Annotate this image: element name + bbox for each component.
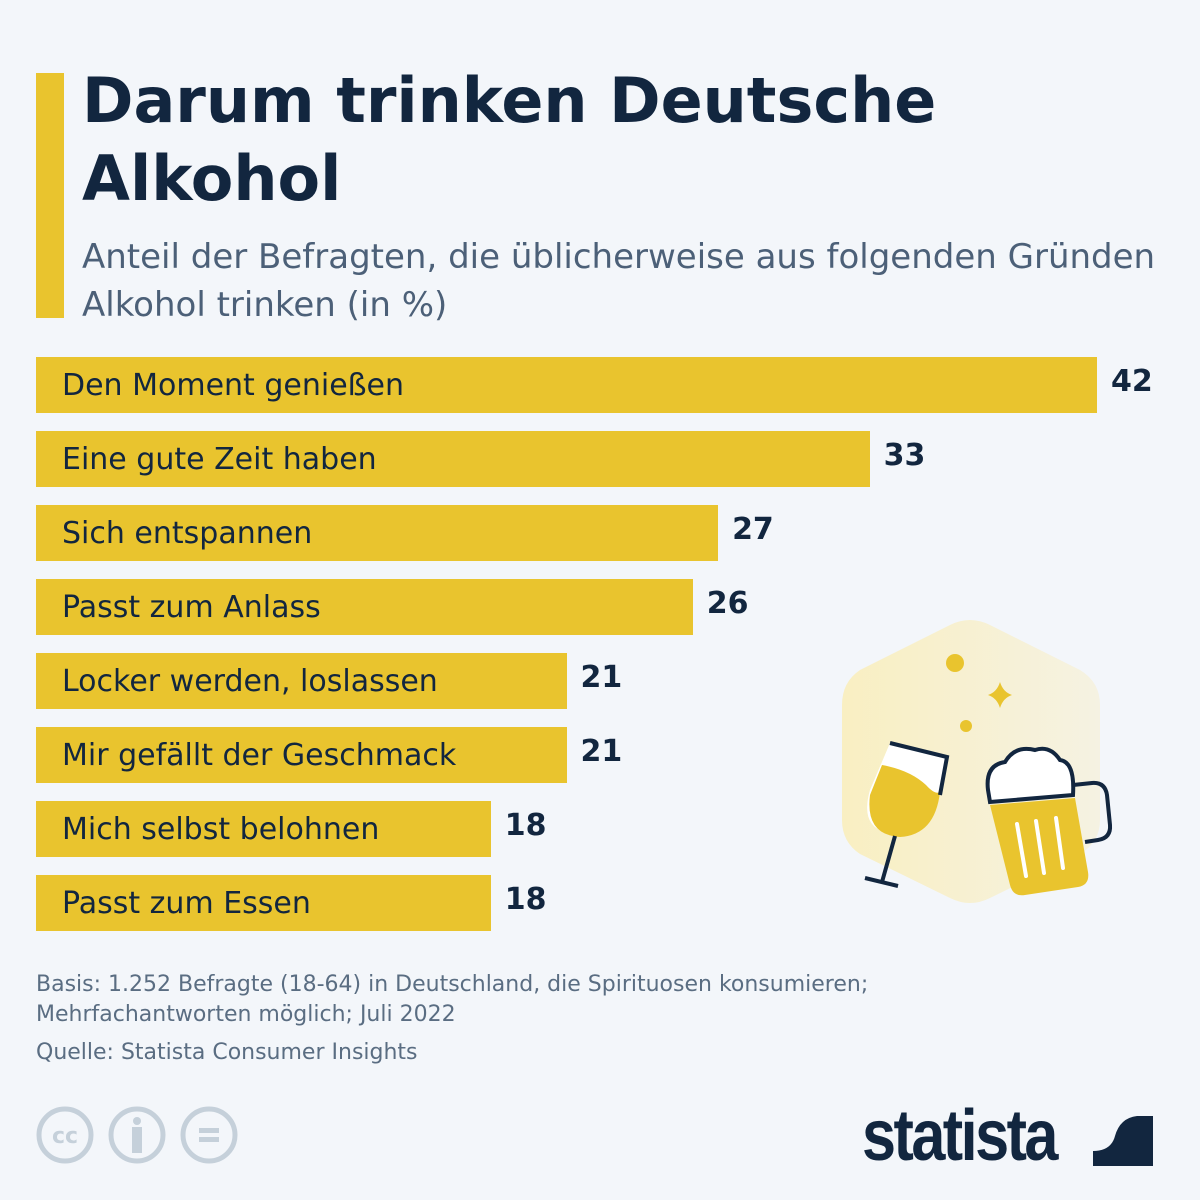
bar: [36, 801, 491, 857]
data-label: 42: [1111, 364, 1153, 399]
data-label: 27: [732, 512, 774, 547]
title-accent-bar: [36, 73, 64, 318]
bar-label: Mich selbst belohnen: [62, 812, 380, 847]
cc-icon[interactable]: cc: [36, 1106, 94, 1164]
bar: [36, 875, 491, 931]
svg-text:cc: cc: [52, 1124, 78, 1149]
beer-mug-icon: [985, 746, 1113, 896]
wine-glass-icon: [864, 741, 950, 888]
bar-label: Locker werden, loslassen: [62, 664, 438, 699]
bar: [36, 653, 567, 709]
bar: [36, 579, 693, 635]
sparkle-icon: [988, 682, 1012, 708]
no-derivatives-icon[interactable]: [180, 1106, 238, 1164]
basis-note: Basis: 1.252 Befragte (18-64) in Deutsch…: [36, 972, 869, 1027]
bar-label: Sich entspannen: [62, 516, 313, 551]
data-label: 18: [504, 808, 547, 843]
attribution-icon[interactable]: [108, 1106, 166, 1164]
bar-label: Den Moment genießen: [62, 368, 405, 403]
bar: [36, 727, 567, 783]
logo-wordmark: statista: [862, 1096, 1058, 1176]
bar-chart: Den Moment genießen 42 Eine gute Zeit habe…: [0, 340, 1200, 950]
data-label: 18: [504, 882, 547, 917]
page-title: Darum trinken Deutsche Alkohol: [82, 64, 937, 215]
bar: [36, 505, 719, 561]
license-icons: cc: [36, 1106, 238, 1164]
data-label: 21: [580, 734, 623, 769]
source-note: Quelle: Statista Consumer Insights: [36, 1040, 418, 1065]
statista-logo-icon: [1093, 1106, 1153, 1166]
bubble-icon: [946, 654, 964, 672]
data-label: 21: [580, 660, 623, 695]
data-label: 33: [883, 438, 926, 473]
subtitle: Anteil der Befragten, die üblicherweise …: [82, 237, 1156, 325]
statista-logo[interactable]: statista: [862, 1100, 1153, 1172]
bar-label: Mir gefällt der Geschmack: [62, 738, 457, 773]
bar: [36, 357, 1097, 413]
bar-label: Eine gute Zeit haben: [62, 442, 377, 477]
bar: [36, 431, 870, 487]
drinks-toast-illustration: [842, 620, 1113, 903]
bar-label: Passt zum Anlass: [62, 590, 321, 625]
data-label: 26: [706, 586, 749, 621]
bar-label: Passt zum Essen: [62, 886, 311, 921]
bubble-icon: [960, 720, 972, 732]
